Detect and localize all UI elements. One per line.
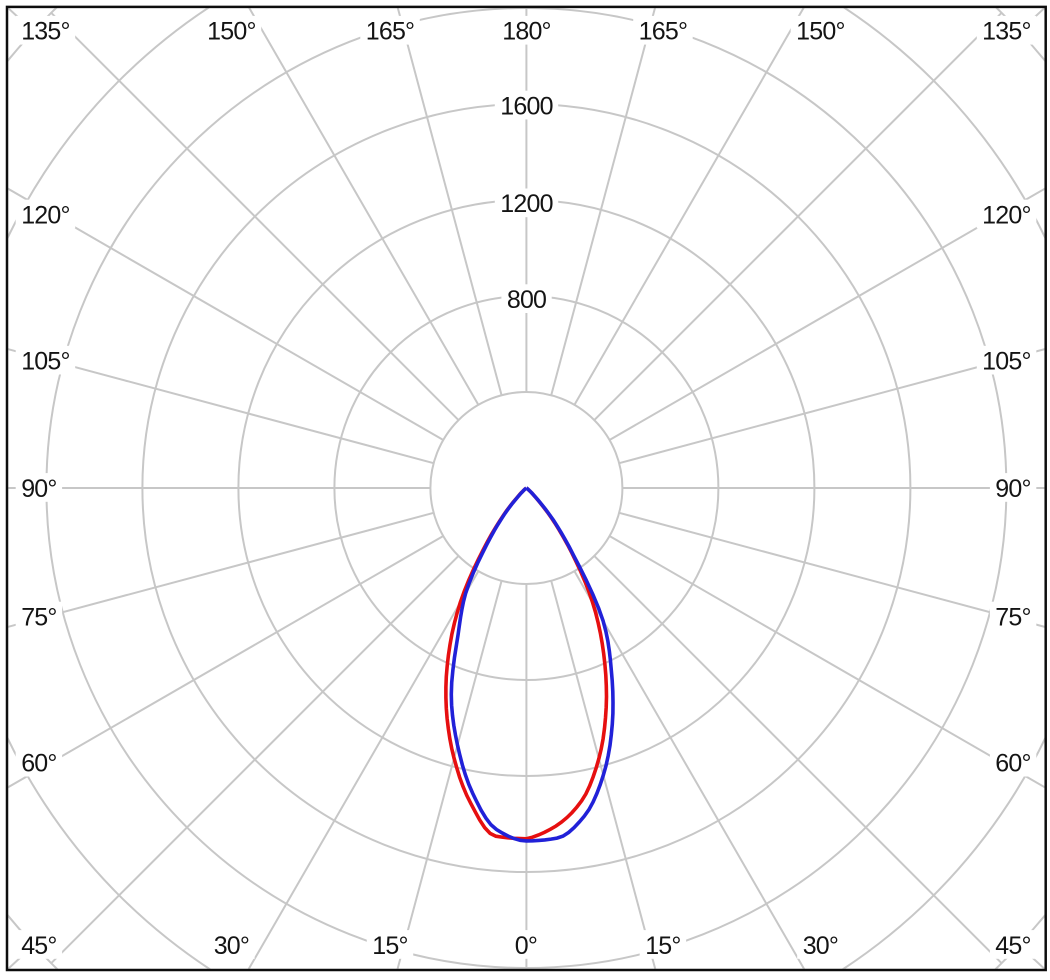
svg-text:1600: 1600 <box>500 92 552 120</box>
svg-text:30°: 30° <box>803 932 838 960</box>
svg-text:75°: 75° <box>995 603 1030 631</box>
svg-text:165°: 165° <box>639 18 688 46</box>
svg-text:45°: 45° <box>21 932 56 960</box>
svg-text:135°: 135° <box>982 18 1031 46</box>
svg-text:120°: 120° <box>982 201 1031 229</box>
svg-text:120°: 120° <box>21 201 70 229</box>
svg-text:800: 800 <box>507 286 546 314</box>
svg-text:135°: 135° <box>21 18 70 46</box>
svg-text:60°: 60° <box>995 750 1030 778</box>
svg-text:60°: 60° <box>21 750 56 778</box>
svg-text:0°: 0° <box>515 932 537 960</box>
svg-text:1200: 1200 <box>500 190 552 218</box>
svg-text:45°: 45° <box>995 932 1030 960</box>
svg-text:180°: 180° <box>502 18 551 46</box>
svg-text:15°: 15° <box>372 932 407 960</box>
svg-text:105°: 105° <box>982 348 1031 376</box>
svg-text:150°: 150° <box>796 18 845 46</box>
svg-text:150°: 150° <box>207 18 256 46</box>
svg-text:30°: 30° <box>214 932 249 960</box>
svg-text:105°: 105° <box>21 348 70 376</box>
svg-text:90°: 90° <box>21 475 56 503</box>
svg-text:75°: 75° <box>21 603 56 631</box>
svg-text:90°: 90° <box>995 475 1030 503</box>
svg-text:165°: 165° <box>366 18 415 46</box>
svg-text:15°: 15° <box>645 932 680 960</box>
